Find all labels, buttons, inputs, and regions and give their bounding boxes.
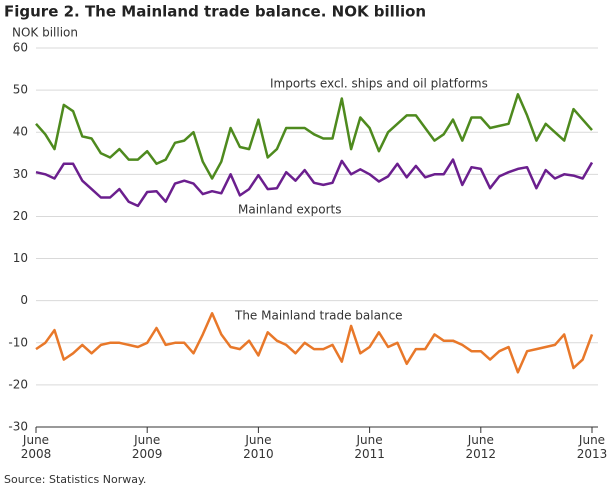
x-tick-label: June 2010 — [243, 433, 274, 461]
x-tick-label: June 2008 — [20, 433, 52, 461]
y-tick-label: -30 — [8, 420, 28, 434]
y-tick-label: 20 — [13, 209, 28, 223]
y-tick-label: -20 — [8, 377, 28, 391]
y-axis-label: NOK billion — [12, 26, 78, 40]
y-tick-label: 10 — [13, 251, 28, 265]
y-tick-label: 40 — [13, 125, 28, 139]
x-tick-label: June 2011 — [354, 433, 385, 461]
y-tick-label: -10 — [8, 335, 28, 349]
x-tick-label: June 2009 — [131, 433, 163, 461]
source: Source: Statistics Norway. — [4, 473, 146, 486]
series-label: The Mainland trade balance — [234, 309, 403, 323]
y-tick-label: 0 — [20, 293, 28, 307]
x-tick-label: June 2012 — [465, 433, 497, 461]
y-tick-label: 30 — [13, 167, 28, 181]
series-line — [35, 312, 594, 374]
chart-title: Figure 2. The Mainland trade balance. NO… — [4, 3, 426, 21]
series-line — [35, 93, 593, 180]
y-tick-label: 60 — [13, 41, 28, 55]
x-tick-label: June 2013 — [576, 433, 608, 461]
series-line — [35, 158, 594, 208]
series-label: Imports excl. ships and oil platforms — [270, 77, 488, 91]
series-label: Mainland exports — [238, 203, 342, 217]
y-tick-label: 50 — [13, 83, 28, 97]
